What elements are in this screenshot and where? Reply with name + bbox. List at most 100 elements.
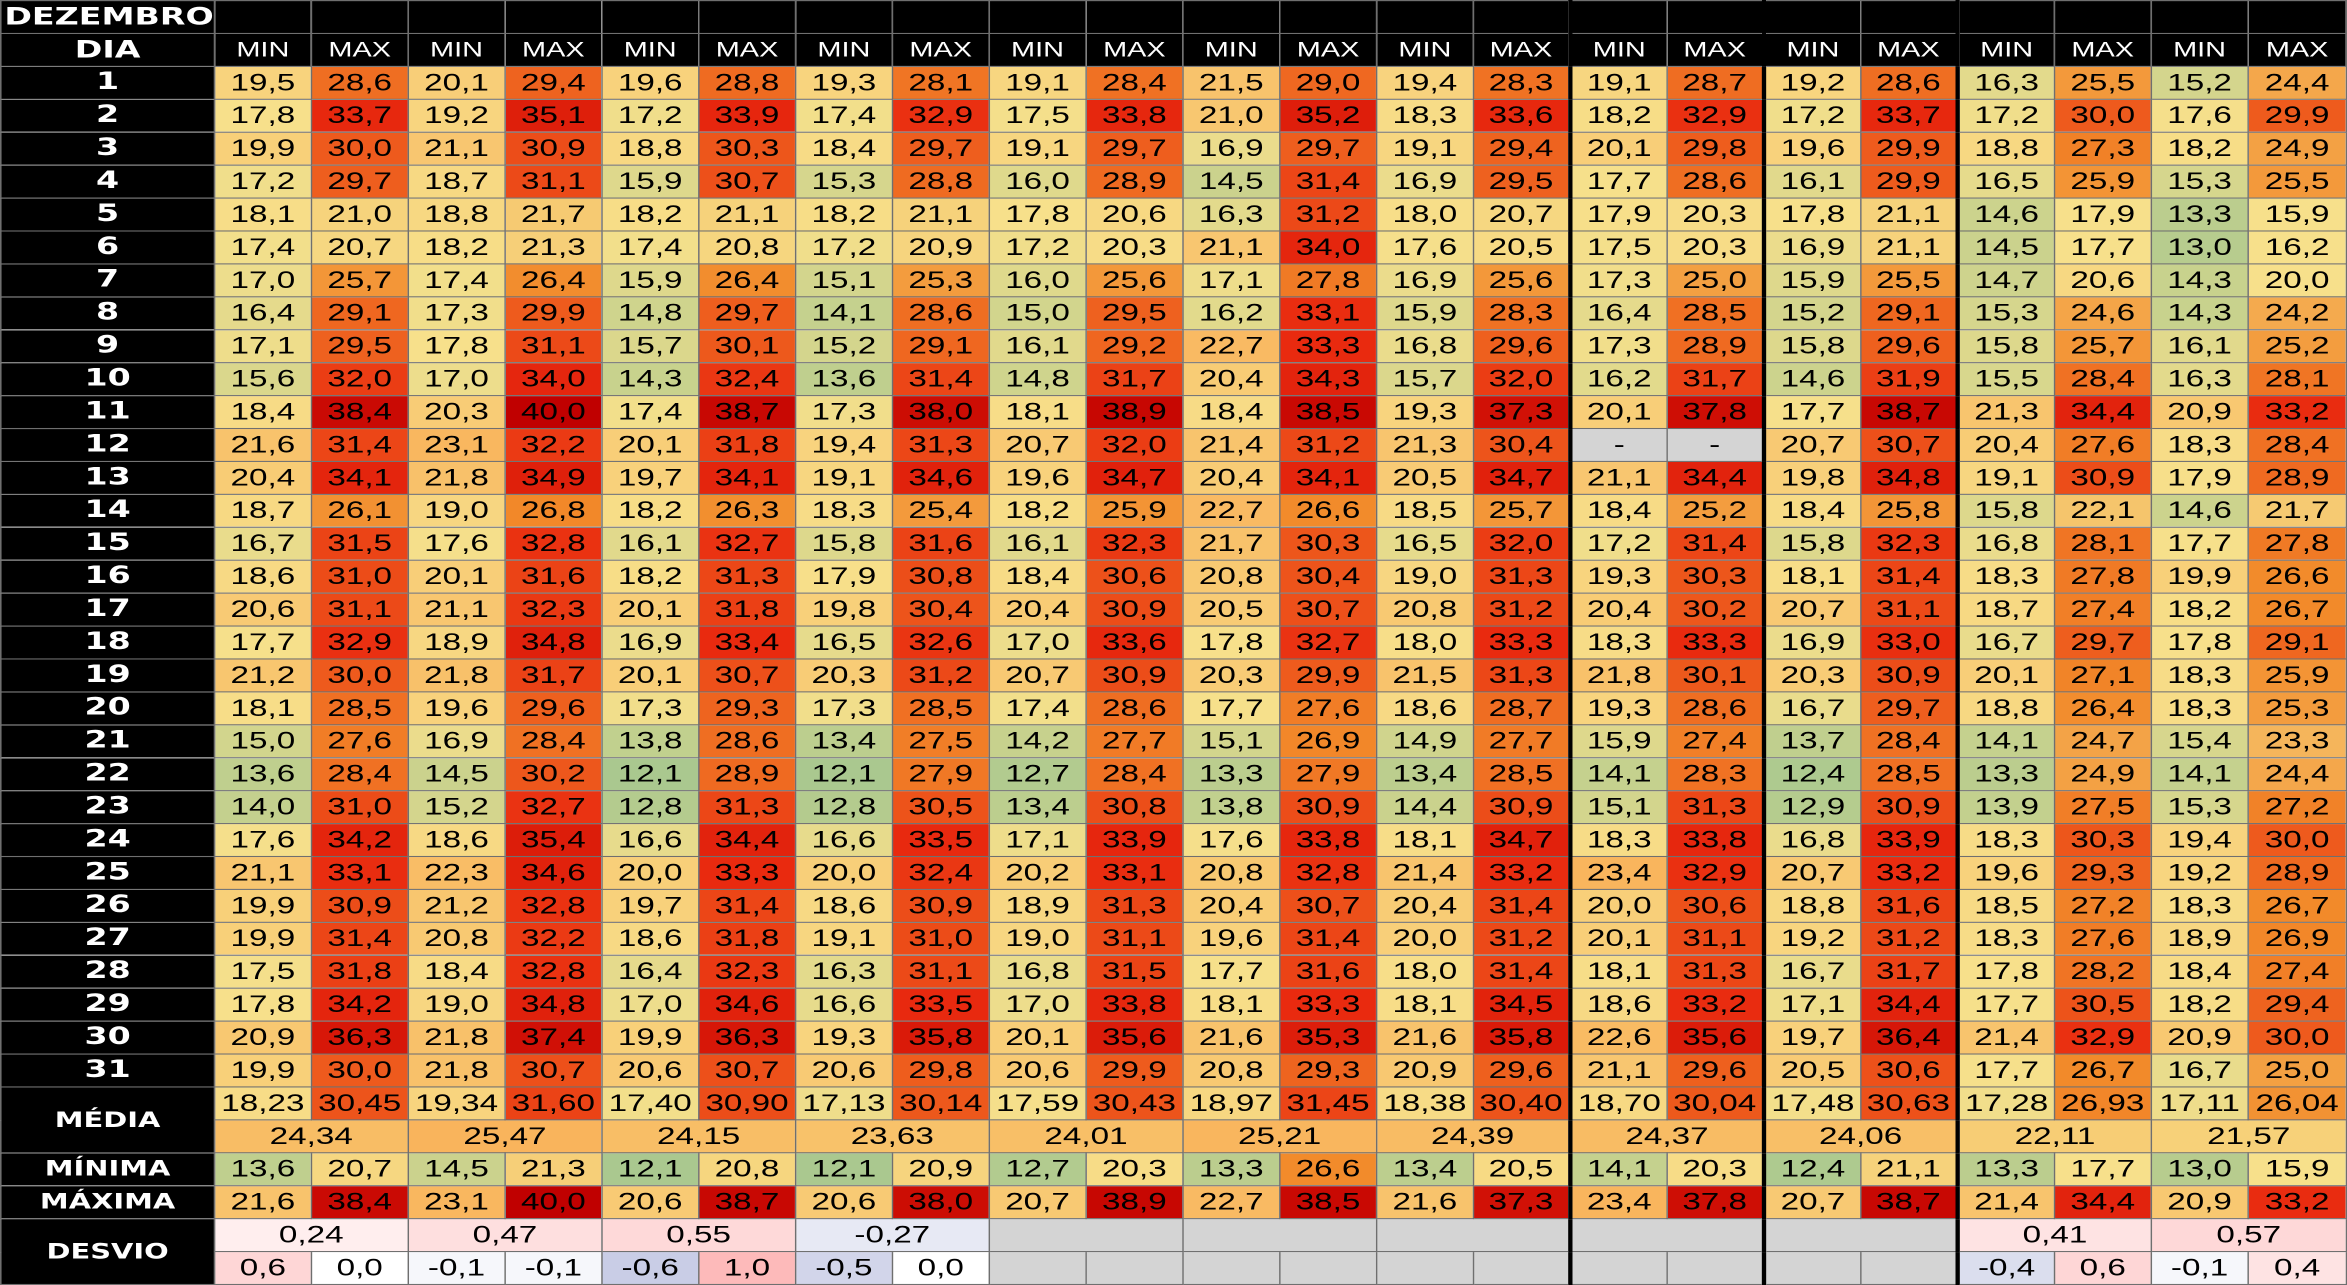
media-value: 30,63 (1859, 1086, 1959, 1121)
minima-value: 14,1 (1567, 1152, 1668, 1187)
desvio-combined-value: 0,55 (601, 1218, 797, 1253)
max-temp-cell: 32,0 (310, 362, 409, 397)
min-temp-cell: 15,9 (601, 263, 700, 298)
min-temp-cell: 16,3 (1182, 197, 1281, 232)
min-temp-cell: 21,2 (407, 888, 506, 923)
min-temp-cell: 18,2 (2150, 592, 2249, 627)
day-row: 22 13,6 28,4 14,5 30,2 12,1 28,9 12,1 27,9 12,7 28… (0, 757, 2347, 792)
day-number: 20 (0, 691, 216, 726)
min-temp-cell: 18,6 (1567, 987, 1668, 1022)
min-temp-cell: 19,6 (1182, 921, 1281, 956)
min-temp-cell: 15,4 (2150, 724, 2249, 759)
header-row: DIA MIN MAX MIN MAX MIN MAX MIN MAX MIN MAX MIN MAX M… (0, 32, 2347, 67)
max-temp-cell: 31,6 (1278, 954, 1378, 989)
max-temp-cell: 28,4 (310, 757, 409, 792)
min-temp-cell: 20,6 (794, 1053, 894, 1088)
min-header: MIN (1375, 32, 1475, 67)
max-temp-cell: 31,8 (697, 921, 797, 956)
min-temp-cell: 17,8 (213, 987, 313, 1022)
day-number: 8 (0, 296, 216, 331)
min-temp-cell: 20,7 (1761, 427, 1862, 462)
min-temp-cell: 23,4 (1567, 855, 1668, 890)
max-temp-cell: 30,4 (1278, 559, 1378, 594)
maxima-value: 38,0 (891, 1185, 990, 1220)
min-temp-cell: 19,5 (213, 65, 313, 100)
min-temp-cell: 19,3 (1375, 395, 1475, 430)
min-temp-cell: 16,7 (2150, 1053, 2249, 1088)
min-temp-cell: 16,6 (794, 987, 894, 1022)
max-temp-cell: 24,9 (2053, 757, 2152, 792)
min-temp-cell: 17,0 (988, 987, 1087, 1022)
max-temp-cell: 28,9 (2247, 460, 2347, 495)
max-temp-cell: 31,3 (697, 790, 797, 825)
min-temp-cell: 18,3 (1955, 921, 2056, 956)
min-temp-cell: 21,6 (213, 427, 313, 462)
min-temp-cell: 16,9 (1761, 625, 1862, 660)
max-temp-cell: 28,6 (1666, 691, 1765, 726)
min-temp-cell: 15,9 (1567, 724, 1668, 759)
min-temp-cell: 21,8 (407, 1053, 506, 1088)
min-temp-cell: 14,1 (1567, 757, 1668, 792)
max-header: MAX (891, 32, 990, 67)
day-row: 15 16,7 31,5 17,6 32,8 16,1 32,7 15,8 31,6 16,1 32… (0, 526, 2347, 561)
min-header: MIN (407, 32, 506, 67)
maxima-value: 33,2 (2247, 1185, 2347, 1220)
max-temp-cell: 35,2 (1278, 98, 1378, 133)
min-temp-cell: 19,2 (1761, 921, 1862, 956)
max-temp-cell: 29,6 (1472, 329, 1571, 364)
min-temp-cell: 18,6 (213, 559, 313, 594)
min-header: MIN (1955, 32, 2056, 67)
max-temp-cell: 33,2 (1472, 855, 1571, 890)
min-temp-cell: 20,1 (407, 559, 506, 594)
maxima-value: 21,6 (213, 1185, 313, 1220)
min-temp-cell: 15,7 (601, 329, 700, 364)
max-temp-cell: 30,0 (2053, 98, 2152, 133)
maxima-value: 38,7 (697, 1185, 797, 1220)
desvio-value: -0,4 (1955, 1251, 2056, 1285)
max-temp-cell: 31,1 (310, 592, 409, 627)
desvio-combined-value: 0,57 (2150, 1218, 2347, 1253)
min-header: MIN (213, 32, 313, 67)
max-temp-cell: 28,4 (2053, 362, 2152, 397)
max-temp-cell: 34,7 (1472, 823, 1571, 858)
maxima-value: 37,8 (1666, 1185, 1765, 1220)
min-temp-cell: 16,9 (407, 724, 506, 759)
max-temp-cell: 31,3 (697, 559, 797, 594)
media-value: 17,40 (601, 1086, 700, 1121)
max-temp-cell: 31,2 (1472, 921, 1571, 956)
min-temp-cell: 14,6 (1761, 362, 1862, 397)
max-temp-cell: 30,5 (2053, 987, 2152, 1022)
max-temp-cell: 28,9 (2247, 855, 2347, 890)
max-temp-cell: 30,5 (891, 790, 990, 825)
max-temp-cell: 30,3 (1666, 559, 1765, 594)
media-combined-value: 24,39 (1375, 1119, 1571, 1154)
max-temp-cell: 30,7 (1278, 888, 1378, 923)
min-temp-cell: 19,1 (1955, 460, 2056, 495)
max-temp-cell: 25,6 (1472, 263, 1571, 298)
min-temp-cell: 20,9 (2150, 1020, 2249, 1055)
min-temp-cell: 20,1 (1567, 395, 1668, 430)
max-temp-cell: 32,7 (504, 790, 603, 825)
min-temp-cell: 20,0 (1375, 921, 1475, 956)
media-value: 17,13 (794, 1086, 894, 1121)
min-temp-cell: 19,0 (988, 921, 1087, 956)
minima-value: 12,7 (988, 1152, 1087, 1187)
max-temp-cell: 30,9 (1859, 658, 1959, 693)
day-number: 21 (0, 724, 216, 759)
day-row: 28 17,5 31,8 18,4 32,8 16,4 32,3 16,3 31,1 16,8 31… (0, 954, 2347, 989)
max-header: MAX (2247, 32, 2347, 67)
max-temp-cell: 32,4 (891, 855, 990, 890)
day-row: 19 21,2 30,0 21,8 31,7 20,1 30,7 20,3 31,2 20,7 30… (0, 658, 2347, 693)
min-temp-cell: 18,2 (601, 197, 700, 232)
max-header: MAX (697, 32, 797, 67)
day-number: 24 (0, 823, 216, 858)
minima-value: 20,3 (1666, 1152, 1765, 1187)
day-number: 2 (0, 98, 216, 133)
min-temp-cell: 15,3 (794, 164, 894, 199)
desvio-row: DESVIO 0,24 0,47 0,55 -0,27 0,41 0,57 (0, 1218, 2347, 1285)
max-temp-cell: 36,3 (310, 1020, 409, 1055)
maxima-value: 20,9 (2150, 1185, 2249, 1220)
max-temp-cell: 25,3 (2247, 691, 2347, 726)
min-temp-cell: 18,3 (2150, 888, 2249, 923)
min-temp-cell: 19,0 (1375, 559, 1475, 594)
